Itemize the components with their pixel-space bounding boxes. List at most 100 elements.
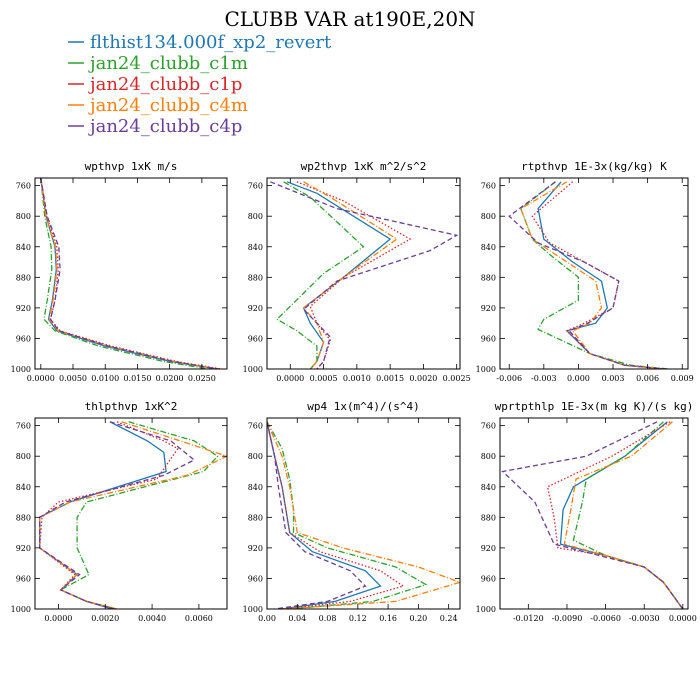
legend-entry: jan24_clubb_c1p xyxy=(88,74,242,95)
y-tick-label: 760 xyxy=(248,422,263,431)
y-tick-label: 920 xyxy=(248,544,263,553)
x-tick-label: -0.0030 xyxy=(629,614,660,623)
y-tick-label: 960 xyxy=(248,334,263,343)
y-tick-label: 800 xyxy=(248,212,263,221)
x-tick-label: 0.08 xyxy=(319,614,337,623)
series-line xyxy=(563,421,684,609)
series-group xyxy=(270,181,459,369)
x-tick-label: 0.000 xyxy=(567,374,590,383)
y-tick-label: 760 xyxy=(16,422,31,431)
x-tick-label: 0.0100 xyxy=(91,374,119,383)
y-tick-label: 840 xyxy=(16,243,31,252)
x-tick-label: 0.04 xyxy=(288,614,306,623)
x-tick-label: 0.0015 xyxy=(376,374,404,383)
legend-entry: jan24_clubb_c4p xyxy=(88,116,242,137)
panel-4: thlpthvp 1xK^2 0.0000 0.0020 0.0040 0.0060 76… xyxy=(11,400,228,623)
x-tick-label: 0.0200 xyxy=(156,374,184,383)
series-group xyxy=(267,421,460,609)
series-line xyxy=(296,181,412,369)
series-line xyxy=(286,181,392,369)
panel-title: rtpthvp 1E-3x(kg/kg) K xyxy=(521,160,667,173)
series-line xyxy=(40,178,219,369)
y-tick-label: 1000 xyxy=(11,365,31,374)
y-tick-label: 800 xyxy=(481,212,496,221)
y-tick-label: 920 xyxy=(481,544,496,553)
y-tick-label: 1000 xyxy=(243,605,263,614)
y-tick-label: 920 xyxy=(16,304,31,313)
series-line xyxy=(501,421,684,609)
series-line xyxy=(508,181,665,369)
series-group xyxy=(40,178,222,369)
panel-3: rtpthvp 1E-3x(kg/kg) K -0.006 -0.003 0.000 0… xyxy=(476,160,694,383)
x-tick-label: -0.006 xyxy=(496,374,522,383)
series-line xyxy=(267,421,460,609)
panel-6: wprtpthlp 1E-3x(m kg K)/(s kg) -0.0120 -0.… xyxy=(476,400,697,623)
legend-entry: jan24_clubb_c4m xyxy=(88,95,248,116)
y-tick-label: 760 xyxy=(481,422,496,431)
x-tick-label: -0.0120 xyxy=(513,614,544,623)
x-tick-label: -0.0090 xyxy=(552,614,583,623)
y-tick-label: 920 xyxy=(248,304,263,313)
x-tick-label: 0.00 xyxy=(258,614,276,623)
panel-5: wp4 1x(m^4)/(s^4) 0.00 0.04 0.08 0.12 0.16 0.2… xyxy=(243,400,461,623)
x-tick-label: 0.16 xyxy=(379,614,397,623)
panel-title: wpthvp 1xK m/s xyxy=(85,160,178,173)
y-tick-label: 960 xyxy=(16,334,31,343)
series-line xyxy=(537,181,665,369)
series-line xyxy=(275,181,365,369)
y-tick-label: 800 xyxy=(16,452,31,461)
plot-frame xyxy=(34,417,228,610)
legend-entry: jan24_clubb_c1m xyxy=(88,53,248,74)
x-tick-label: 0.009 xyxy=(671,374,694,383)
x-tick-label: 0.12 xyxy=(349,614,367,623)
x-tick-label: 0.0000 xyxy=(44,614,72,623)
series-line xyxy=(40,178,222,369)
series-line xyxy=(39,421,196,609)
series-group xyxy=(508,181,669,369)
y-tick-label: 1000 xyxy=(476,365,496,374)
x-tick-label: 0.0060 xyxy=(185,614,213,623)
plot-frame xyxy=(499,417,689,610)
series-line xyxy=(267,421,382,609)
x-tick-label: 0.0000 xyxy=(669,614,697,623)
series-line xyxy=(267,421,367,609)
y-tick-label: 800 xyxy=(16,212,31,221)
y-tick-label: 760 xyxy=(16,182,31,191)
y-tick-label: 960 xyxy=(481,574,496,583)
y-tick-label: 800 xyxy=(248,452,263,461)
figure-title: CLUBB VAR at190E,20N xyxy=(224,7,475,31)
x-tick-label: -0.0060 xyxy=(590,614,621,623)
series-line xyxy=(267,421,405,609)
series-line xyxy=(572,421,684,609)
plot-frame xyxy=(266,417,461,610)
x-tick-label: 0.003 xyxy=(602,374,625,383)
y-tick-label: 840 xyxy=(248,243,263,252)
series-line xyxy=(40,178,219,369)
y-tick-label: 1000 xyxy=(243,365,263,374)
y-tick-label: 760 xyxy=(248,182,263,191)
x-tick-label: 0.0050 xyxy=(59,374,87,383)
x-tick-label: 0.0025 xyxy=(443,374,471,383)
series-line xyxy=(302,181,398,369)
y-tick-label: 960 xyxy=(248,574,263,583)
y-tick-label: 960 xyxy=(16,574,31,583)
y-tick-label: 840 xyxy=(481,243,496,252)
series-group xyxy=(501,421,684,609)
panel-2: wp2thvp 1xK m^2/s^2 0.0000 0.0005 0.0010 0.0… xyxy=(243,160,471,383)
x-tick-label: 0.20 xyxy=(409,614,427,623)
plot-frame xyxy=(34,177,228,370)
panel-1: wpthvp 1xK m/s 0.0000 0.0050 0.0100 0.0150 0.… xyxy=(11,160,228,383)
series-line xyxy=(531,181,665,369)
x-tick-label: 0.006 xyxy=(636,374,659,383)
legend: flthist134.000f_xp2_revertjan24_clubb_c1… xyxy=(68,32,332,137)
x-tick-label: 0.0150 xyxy=(123,374,151,383)
x-tick-label: 0.0040 xyxy=(138,614,166,623)
panel-title: wp2thvp 1xK m^2/s^2 xyxy=(301,160,427,173)
y-tick-label: 840 xyxy=(16,483,31,492)
plot-frame xyxy=(266,177,461,370)
y-tick-label: 880 xyxy=(481,513,496,522)
y-tick-label: 880 xyxy=(248,273,263,282)
y-tick-label: 1000 xyxy=(476,605,496,614)
x-tick-label: 0.0250 xyxy=(188,374,216,383)
